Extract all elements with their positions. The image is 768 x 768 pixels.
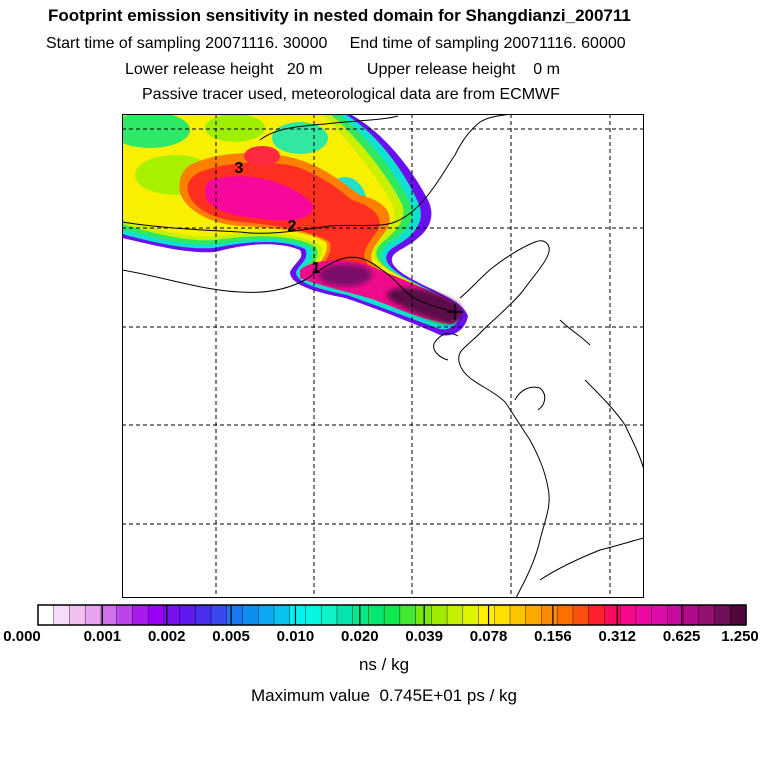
colorbar-swatch bbox=[289, 605, 307, 625]
colorbar-swatch bbox=[85, 605, 102, 625]
colorbar-swatch bbox=[683, 605, 700, 625]
coastline bbox=[458, 240, 550, 598]
colorbar-swatch bbox=[321, 605, 338, 625]
boundaries bbox=[122, 114, 644, 598]
coastline-bay bbox=[514, 386, 546, 411]
colorbar-units: ns / kg bbox=[358, 655, 410, 674]
contour-magenta bbox=[205, 176, 314, 221]
colorbar bbox=[37, 604, 747, 626]
coastline-east bbox=[584, 379, 644, 471]
patch-lime bbox=[205, 114, 265, 142]
colorbar-swatch bbox=[620, 605, 637, 625]
colorbar-tick-label: 0.625 bbox=[662, 628, 701, 645]
colorbar-tick-label: 0.005 bbox=[212, 628, 250, 645]
colorbar-swatch bbox=[462, 605, 480, 625]
colorbar-tick-label: 1.250 bbox=[721, 628, 759, 645]
colorbar-swatch bbox=[604, 605, 621, 625]
trajectory-label-2: 2 bbox=[288, 218, 297, 235]
colorbar-frame bbox=[37, 604, 747, 626]
map-frame bbox=[122, 114, 644, 598]
colorbar-swatch bbox=[258, 605, 275, 625]
colorbar-swatch bbox=[226, 605, 244, 625]
colorbar-swatch bbox=[116, 605, 133, 625]
maximum-value: Maximum value 0.745E+01 ps / kg bbox=[251, 686, 517, 705]
core-dark-1 bbox=[318, 264, 372, 286]
colorbar-swatch bbox=[510, 605, 527, 625]
colorbar-tick-label: 0.001 bbox=[83, 628, 122, 645]
patch-red bbox=[244, 146, 280, 166]
patch-green bbox=[122, 114, 190, 148]
island-1 bbox=[559, 319, 591, 346]
colorbar-swatch bbox=[305, 605, 322, 625]
colorbar-swatch bbox=[53, 605, 71, 625]
colorbar-tick-label: 0.078 bbox=[469, 628, 508, 645]
release-heights: Lower release height 20 m Upper release … bbox=[125, 61, 560, 78]
core-dark-2 bbox=[386, 287, 463, 324]
colorbar-tick-label: 0.039 bbox=[405, 628, 443, 645]
sampling-times: Start time of sampling 20071116. 30000 E… bbox=[46, 35, 626, 52]
graticule bbox=[122, 114, 644, 598]
colorbar-swatch bbox=[384, 605, 401, 625]
colorbar-tick-label: 0.156 bbox=[534, 628, 572, 645]
colorbar-swatch bbox=[651, 605, 668, 625]
coastline-south bbox=[539, 537, 644, 581]
colorbar-swatch bbox=[635, 605, 653, 625]
colorbar-tick-label: 0.010 bbox=[276, 628, 315, 645]
colorbar-swatch bbox=[211, 605, 228, 625]
colorbar-swatch bbox=[431, 605, 448, 625]
colorbar-tick-label: 0.020 bbox=[341, 628, 379, 645]
colorbar-swatch bbox=[447, 605, 464, 625]
colorbar-swatch bbox=[494, 605, 511, 625]
map-title: Footprint emission sensitivity in nested… bbox=[48, 6, 631, 25]
border-lower bbox=[122, 256, 456, 313]
colorbar-swatch bbox=[730, 605, 747, 625]
colorbar-swatch bbox=[195, 605, 212, 625]
colorbar-swatch bbox=[132, 605, 149, 625]
border-middle bbox=[122, 114, 511, 234]
tracer-info: Passive tracer used, meteorological data… bbox=[142, 86, 560, 103]
colorbar-swatch bbox=[368, 605, 385, 625]
plus-icon bbox=[447, 304, 463, 320]
colorbar-swatch bbox=[69, 605, 86, 625]
trajectory-label-3: 3 bbox=[235, 160, 244, 177]
colorbar-swatch bbox=[38, 605, 55, 625]
colorbar-tick-label: 0.002 bbox=[147, 628, 186, 645]
colorbar-swatch bbox=[336, 605, 354, 625]
colorbar-swatch bbox=[698, 605, 716, 625]
colorbar-swatch bbox=[541, 605, 558, 625]
trajectory-label-1: 1 bbox=[312, 260, 321, 277]
colorbar-swatch bbox=[572, 605, 590, 625]
colorbar-swatch bbox=[525, 605, 543, 625]
colorbar-swatch bbox=[714, 605, 731, 625]
coastline-inlet bbox=[433, 332, 459, 361]
footprint-field bbox=[122, 114, 468, 336]
colorbar-swatch bbox=[399, 605, 417, 625]
colorbar-swatch bbox=[163, 605, 181, 625]
colorbar-swatch bbox=[352, 605, 369, 625]
colorbar-swatch bbox=[274, 605, 291, 625]
colorbar-swatch bbox=[179, 605, 196, 625]
colorbar-swatch bbox=[667, 605, 684, 625]
colorbar-swatch bbox=[588, 605, 605, 625]
colorbar-tick-label: 0.312 bbox=[598, 628, 637, 645]
colorbar-swatch bbox=[148, 605, 165, 625]
colorbar-swatch bbox=[242, 605, 259, 625]
border-top bbox=[259, 115, 399, 141]
colorbar-swatch bbox=[478, 605, 495, 625]
colorbar-tick-label: 0.000 bbox=[3, 628, 41, 645]
colorbar-swatch bbox=[557, 605, 574, 625]
colorbar-swatch bbox=[100, 605, 118, 625]
